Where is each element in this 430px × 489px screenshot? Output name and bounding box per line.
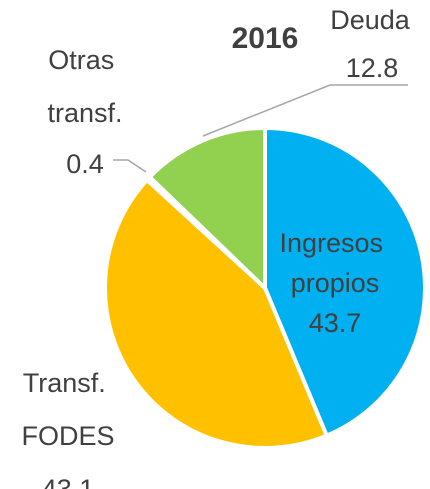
category-label: Deuda: [330, 5, 411, 35]
value-label: 0.4: [66, 149, 104, 179]
leader-line: [202, 84, 408, 137]
leader-line: [113, 159, 147, 173]
value-label: 43.7: [309, 308, 362, 338]
pie-slice: [263, 125, 427, 439]
pie-slice: [103, 177, 330, 450]
chart-title: 2016: [232, 22, 299, 55]
category-label: Otras transf.: [47, 45, 122, 128]
value-label: 12.8: [346, 53, 399, 83]
category-label: Transf. FODES: [21, 368, 114, 451]
pie-slice: [146, 125, 267, 293]
value-label: 43.1: [42, 474, 95, 489]
category-label: Ingresos propios: [279, 228, 390, 298]
